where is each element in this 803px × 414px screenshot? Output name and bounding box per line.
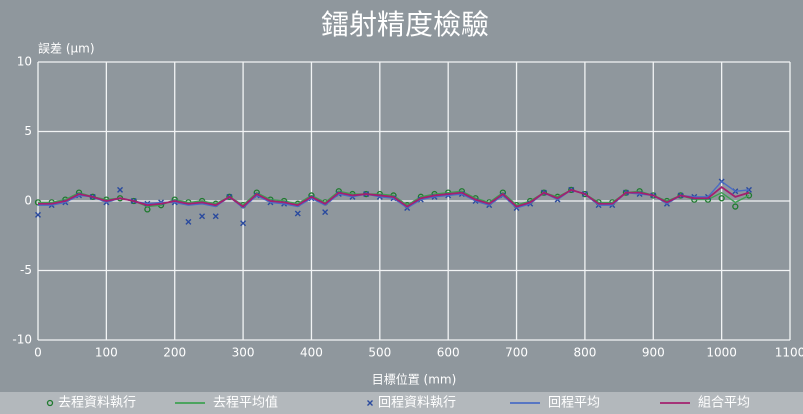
- x-tick-label: 1100: [775, 346, 803, 360]
- data-point: [144, 206, 151, 213]
- y-tick-label: 0: [24, 194, 32, 208]
- data-point: [322, 209, 329, 216]
- data-point: [226, 193, 233, 200]
- data-point: [718, 195, 725, 202]
- data-point: [294, 210, 301, 217]
- chart-title: 鐳射精度檢驗: [321, 8, 489, 41]
- x-tick-label: 200: [163, 346, 186, 360]
- legend-label: 組合平均: [698, 396, 750, 411]
- x-tick-label: 0: [34, 346, 42, 360]
- data-point: [117, 186, 124, 193]
- data-point: [540, 189, 548, 196]
- legend-label: 回程資料執行: [378, 395, 456, 411]
- y-axis-label: 誤差 (μm): [38, 41, 95, 56]
- x-tick-label: 1000: [706, 346, 737, 360]
- legend-marker: [367, 400, 373, 406]
- legend-marker: [46, 399, 54, 407]
- legend-label: 回程平均: [548, 396, 600, 411]
- x-tick-label: 400: [300, 346, 323, 360]
- x-tick-label: 700: [505, 346, 528, 360]
- data-point: [240, 220, 247, 227]
- y-tick-label: -5: [20, 263, 32, 277]
- series-line: [38, 185, 750, 208]
- y-tick-label: -10: [12, 333, 32, 347]
- data-point: [35, 211, 41, 218]
- x-tick-label: 500: [368, 346, 391, 360]
- legend-label: 去程資料執行: [58, 395, 136, 411]
- legend-label: 去程平均值: [213, 395, 278, 411]
- y-tick-label: 5: [24, 124, 32, 138]
- y-tick-label: 10: [17, 55, 32, 69]
- x-tick-label: 900: [642, 346, 665, 360]
- x-tick-label: 800: [573, 346, 596, 360]
- x-tick-label: 300: [232, 346, 255, 360]
- data-point: [185, 218, 192, 225]
- data-point: [212, 213, 219, 220]
- legend-strip: [0, 392, 803, 414]
- x-tick-label: 100: [95, 346, 118, 360]
- x-tick-label: 600: [437, 346, 460, 360]
- data-point: [199, 213, 206, 220]
- data-point: [732, 203, 739, 210]
- data-point: [745, 186, 752, 193]
- x-axis-label: 目標位置 (mm): [372, 372, 457, 387]
